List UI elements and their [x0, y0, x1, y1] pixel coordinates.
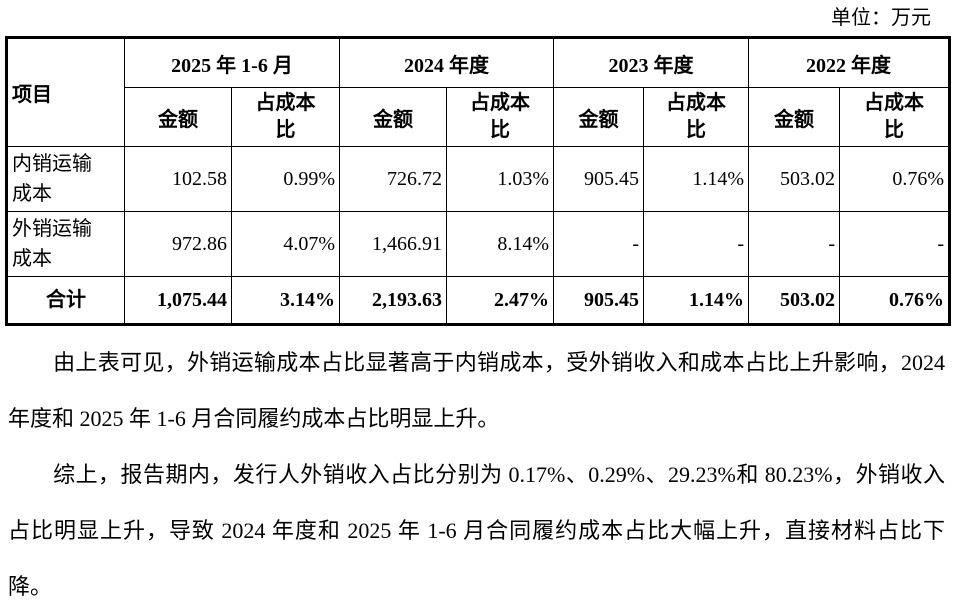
header-period-2022: 2022 年度: [748, 37, 951, 88]
table-row-export-transport: 外销运输成本 972.86 4.07% 1,466.91 8.14% - - -…: [6, 211, 951, 277]
header-amount-2025: 金额: [124, 87, 232, 147]
table-cell: -: [643, 211, 750, 277]
row-label: 外销运输成本: [6, 211, 125, 277]
row-label-text: 合计: [46, 289, 86, 311]
table-row-domestic-transport: 内销运输成本 102.58 0.99% 726.72 1.03% 905.45 …: [6, 146, 951, 212]
header-period-2023: 2023 年度: [553, 37, 750, 88]
header-amount-2023: 金额: [553, 87, 645, 147]
table-cell: 972.86: [124, 211, 232, 277]
table-header-metric-row: 金额 占成本比 金额 占成本比 金额 占成本比 金额 占成本比: [7, 87, 951, 147]
body-paragraph-1: 由上表可见，外销运输成本占比显著高于内销成本，受外销收入和成本占比上升影响，20…: [8, 350, 945, 431]
document-page: 单位：万元 项目 2025 年 1-6 月 2024 年度 2023 年度 20…: [5, 7, 952, 599]
table-cell: -: [553, 211, 645, 277]
header-amount-2022: 金额: [748, 87, 841, 147]
table-cell: 1.14%: [643, 276, 750, 325]
table-header-period-row: 项目 2025 年 1-6 月 2024 年度 2023 年度 2022 年度: [6, 37, 951, 147]
row-label-text: 内销运输成本: [12, 153, 92, 205]
header-ratio-label: 占成本比: [864, 92, 925, 141]
header-ratio-label: 占成本比: [666, 92, 727, 141]
header-ratio-2025: 占成本比: [230, 87, 341, 147]
table-cell: 1,075.44: [124, 276, 232, 325]
table-cell: 102.58: [124, 146, 232, 212]
table-cell: 905.45: [553, 146, 645, 212]
unit-label: 单位：万元: [831, 7, 931, 29]
table-cell: 0.76%: [839, 146, 951, 212]
table-row-total: 合计 1,075.44 3.14% 2,193.63 2.47% 905.45 …: [6, 276, 951, 325]
row-label: 合计: [6, 276, 125, 325]
table-cell: 3.14%: [230, 276, 341, 325]
analysis-text: 由上表可见，外销运输成本占比显著高于内销成本，受外销收入和成本占比上升影响，20…: [8, 335, 945, 615]
table-cell: 1.14%: [643, 146, 750, 212]
table-cell: -: [748, 211, 841, 277]
header-ratio-2023: 占成本比: [643, 87, 750, 147]
table-cell: 4.07%: [230, 211, 341, 277]
header-ratio-2024: 占成本比: [446, 87, 555, 147]
header-item: 项目: [6, 37, 125, 147]
header-period-2024: 2024 年度: [339, 37, 555, 88]
table-cell: 726.72: [339, 146, 448, 212]
row-label-text: 外销运输成本: [12, 218, 92, 270]
table-cell: 503.02: [748, 146, 841, 212]
table-cell: 503.02: [748, 276, 841, 325]
table-cell: -: [839, 211, 951, 277]
table-cell: 1,466.91: [339, 211, 448, 277]
transport-cost-table: 项目 2025 年 1-6 月 2024 年度 2023 年度 2022 年度 …: [5, 36, 952, 326]
table-cell: 8.14%: [446, 211, 555, 277]
header-ratio-label: 占成本比: [255, 92, 316, 141]
table-cell: 0.76%: [839, 276, 951, 325]
body-paragraph-2: 综上，报告期内，发行人外销收入占比分别为 0.17%、0.29%、29.23%和…: [8, 462, 945, 599]
table-cell: 905.45: [553, 276, 645, 325]
header-ratio-label: 占成本比: [470, 92, 531, 141]
header-period-2025: 2025 年 1-6 月: [123, 37, 341, 88]
table-cell: 2,193.63: [339, 276, 448, 325]
table-cell: 0.99%: [230, 146, 341, 212]
header-amount-2024: 金额: [339, 87, 448, 147]
header-ratio-2022: 占成本比: [839, 87, 951, 147]
table-cell: 2.47%: [446, 276, 555, 325]
row-label: 内销运输成本: [6, 146, 125, 212]
table-cell: 1.03%: [446, 146, 555, 212]
